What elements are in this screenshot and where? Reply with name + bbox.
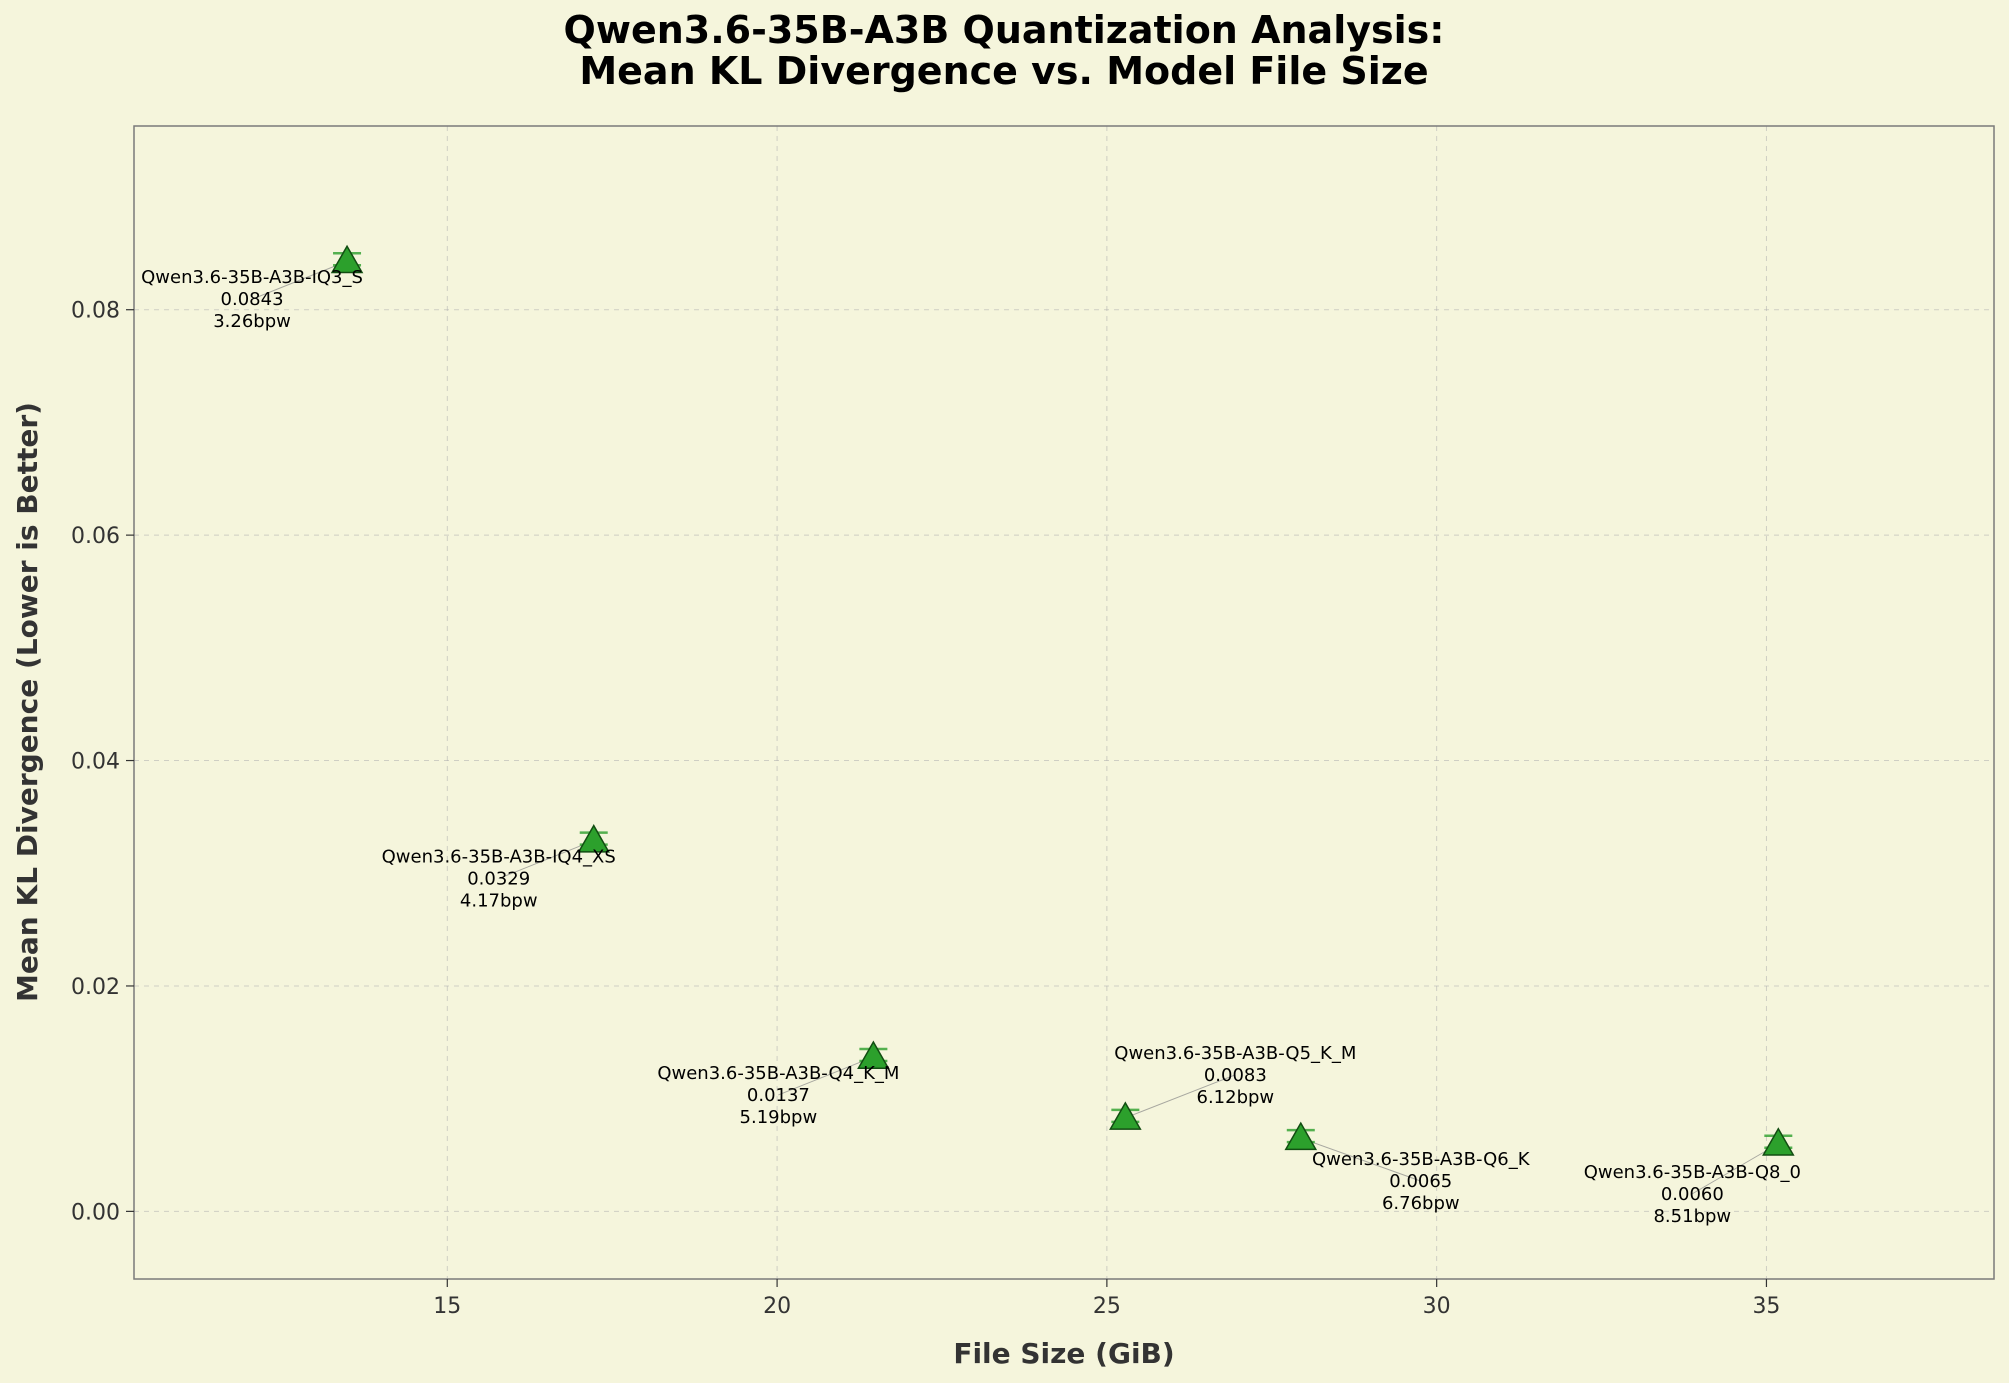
point-label-name: Qwen3.6-35B-A3B-Q4_K_M (657, 1063, 899, 1084)
point-label-bpw: 3.26bpw (213, 311, 291, 332)
y-tick-label: 0.06 (71, 524, 120, 549)
point-label-bpw: 6.12bpw (1197, 1087, 1275, 1108)
x-tick-label: 20 (763, 1294, 791, 1319)
x-tick-label: 15 (433, 1294, 461, 1319)
data-point-marker (577, 824, 611, 853)
marker-layer (330, 244, 1795, 1156)
annotation-leader-line (1125, 1074, 1236, 1119)
y-tick-label: 0.08 (71, 299, 120, 324)
annotation-leader-line (778, 1056, 874, 1096)
point-label-bpw: 6.76bpw (1382, 1193, 1460, 1214)
annotation-leader-line (1300, 1137, 1421, 1182)
point-label-name: Qwen3.6-35B-A3B-Q6_K (1312, 1149, 1531, 1170)
point-label-bpw: 8.51bpw (1653, 1206, 1731, 1227)
data-point-marker (330, 244, 364, 274)
data-point-marker (1109, 1101, 1142, 1130)
x-tick-label: 35 (1752, 1294, 1780, 1319)
point-label-kld: 0.0060 (1661, 1184, 1724, 1205)
leader-layer (251, 260, 1779, 1195)
chart-title-line-2: Mean KL Divergence vs. Model File Size (579, 49, 1428, 93)
annotation-leader-line (1692, 1143, 1779, 1195)
y-axis-label: Mean KL Divergence (Lower is Better) (11, 402, 44, 1002)
data-point-marker (1762, 1127, 1795, 1156)
y-tick-label: 0.04 (71, 750, 120, 775)
point-label-name: Qwen3.6-35B-A3B-Q8_0 (1584, 1162, 1801, 1183)
point-label-name: Qwen3.6-35B-A3B-Q5_K_M (1114, 1043, 1356, 1064)
y-tick-label: 0.02 (71, 975, 120, 1000)
point-label-kld: 0.0137 (747, 1085, 810, 1106)
point-label-bpw: 5.19bpw (740, 1107, 818, 1128)
plot-frame (133, 125, 1995, 1280)
grid-layer (134, 126, 1994, 1279)
annotation-leader-line (251, 260, 348, 300)
point-label-kld: 0.0065 (1389, 1171, 1452, 1192)
y-tick-label: 0.00 (71, 1200, 120, 1225)
point-label-name: Qwen3.6-35B-A3B-IQ4_XS (382, 847, 616, 868)
point-label-kld: 0.0329 (467, 869, 530, 890)
x-axis-label: File Size (GiB) (953, 1337, 1174, 1370)
data-point-marker (1284, 1121, 1318, 1151)
point-label-kld: 0.0083 (1204, 1065, 1267, 1086)
annotation-leader-line (498, 840, 594, 880)
chart-title-line-1: Qwen3.6-35B-A3B Quantization Analysis: (564, 8, 1445, 52)
point-label-kld: 0.0843 (221, 289, 284, 310)
x-tick-label: 30 (1423, 1294, 1451, 1319)
data-point-marker (857, 1040, 890, 1069)
point-label-name: Qwen3.6-35B-A3B-IQ3_S (141, 267, 363, 288)
tick-layer: 15 20 25 30 35 0.00 0.02 0.04 0.06 0.08 (71, 299, 1780, 1319)
x-tick-label: 25 (1093, 1294, 1121, 1319)
point-label-bpw: 4.17bpw (460, 891, 538, 912)
